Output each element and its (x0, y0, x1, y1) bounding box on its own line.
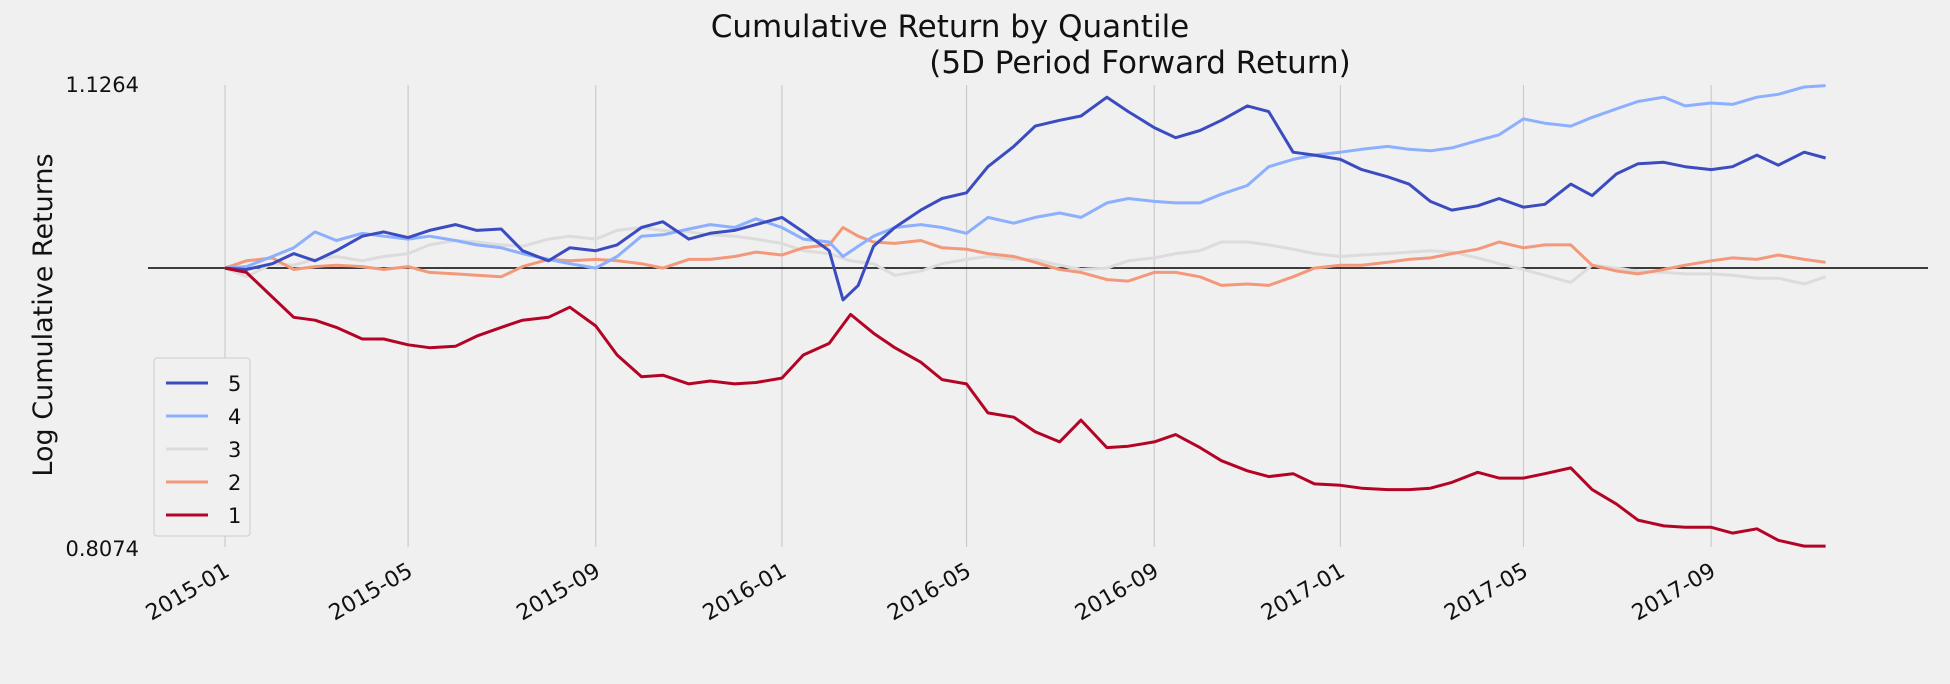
legend-label-4: 4 (228, 405, 241, 429)
y-tick-label-min: 0.8074 (66, 537, 139, 561)
chart-subtitle: (5D Period Forward Return) (929, 45, 1351, 81)
y-tick-label-max: 1.1264 (66, 73, 139, 97)
series-line-1 (224, 266, 1826, 548)
series-line-2 (224, 226, 1826, 287)
legend-label-2: 2 (228, 471, 241, 495)
legend: 5 4 3 2 1 (153, 357, 251, 537)
chart-title: Cumulative Return by Quantile (711, 9, 1190, 45)
legend-label-1: 1 (228, 504, 241, 528)
y-axis-label: Log Cumulative Returns (28, 153, 59, 476)
series-line-5 (224, 95, 1826, 302)
legend-frame (153, 357, 251, 537)
legend-label-3: 3 (228, 438, 241, 462)
legend-label-5: 5 (228, 372, 241, 396)
series-lines (224, 84, 1827, 548)
series-line-4 (224, 84, 1826, 270)
legend-items: 5 4 3 2 1 (166, 372, 241, 528)
grid-lines (224, 85, 1712, 547)
